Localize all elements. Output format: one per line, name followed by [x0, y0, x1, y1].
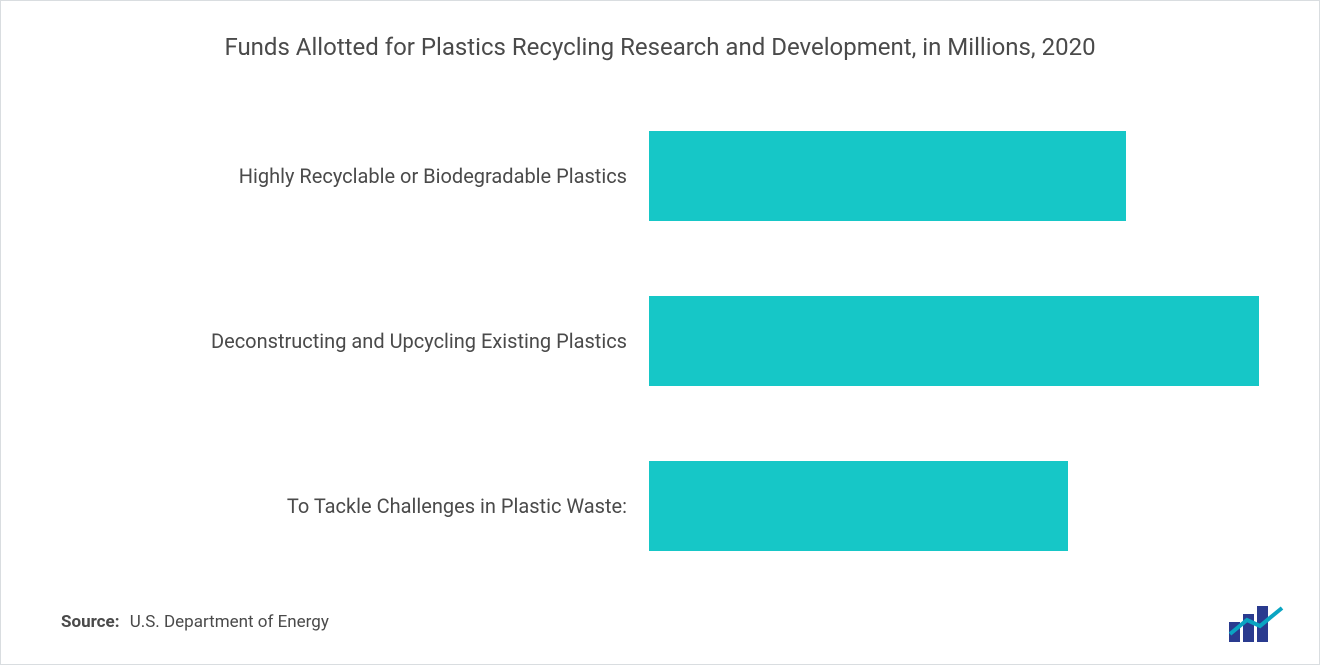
- chart-container: Funds Allotted for Plastics Recycling Re…: [1, 1, 1319, 664]
- logo-icon: [1227, 604, 1285, 642]
- category-label: Highly Recyclable or Biodegradable Plast…: [61, 164, 649, 188]
- category-label: Deconstructing and Upcycling Existing Pl…: [61, 329, 649, 353]
- bar: [649, 461, 1068, 551]
- bar-row: Deconstructing and Upcycling Existing Pl…: [61, 296, 1259, 386]
- bar: [649, 131, 1126, 221]
- bar-track: [649, 296, 1259, 386]
- brand-logo: [1227, 604, 1285, 642]
- plot-area: Highly Recyclable or Biodegradable Plast…: [61, 131, 1259, 551]
- bar-row: Highly Recyclable or Biodegradable Plast…: [61, 131, 1259, 221]
- source-line: Source: U.S. Department of Energy: [61, 612, 329, 632]
- bar-track: [649, 461, 1259, 551]
- category-label: To Tackle Challenges in Plastic Waste:: [61, 494, 649, 518]
- bar-row: To Tackle Challenges in Plastic Waste:: [61, 461, 1259, 551]
- source-text: U.S. Department of Energy: [130, 612, 329, 632]
- bar: [649, 296, 1259, 386]
- source-label: Source:: [61, 612, 119, 632]
- bar-track: [649, 131, 1259, 221]
- chart-title: Funds Allotted for Plastics Recycling Re…: [61, 33, 1259, 61]
